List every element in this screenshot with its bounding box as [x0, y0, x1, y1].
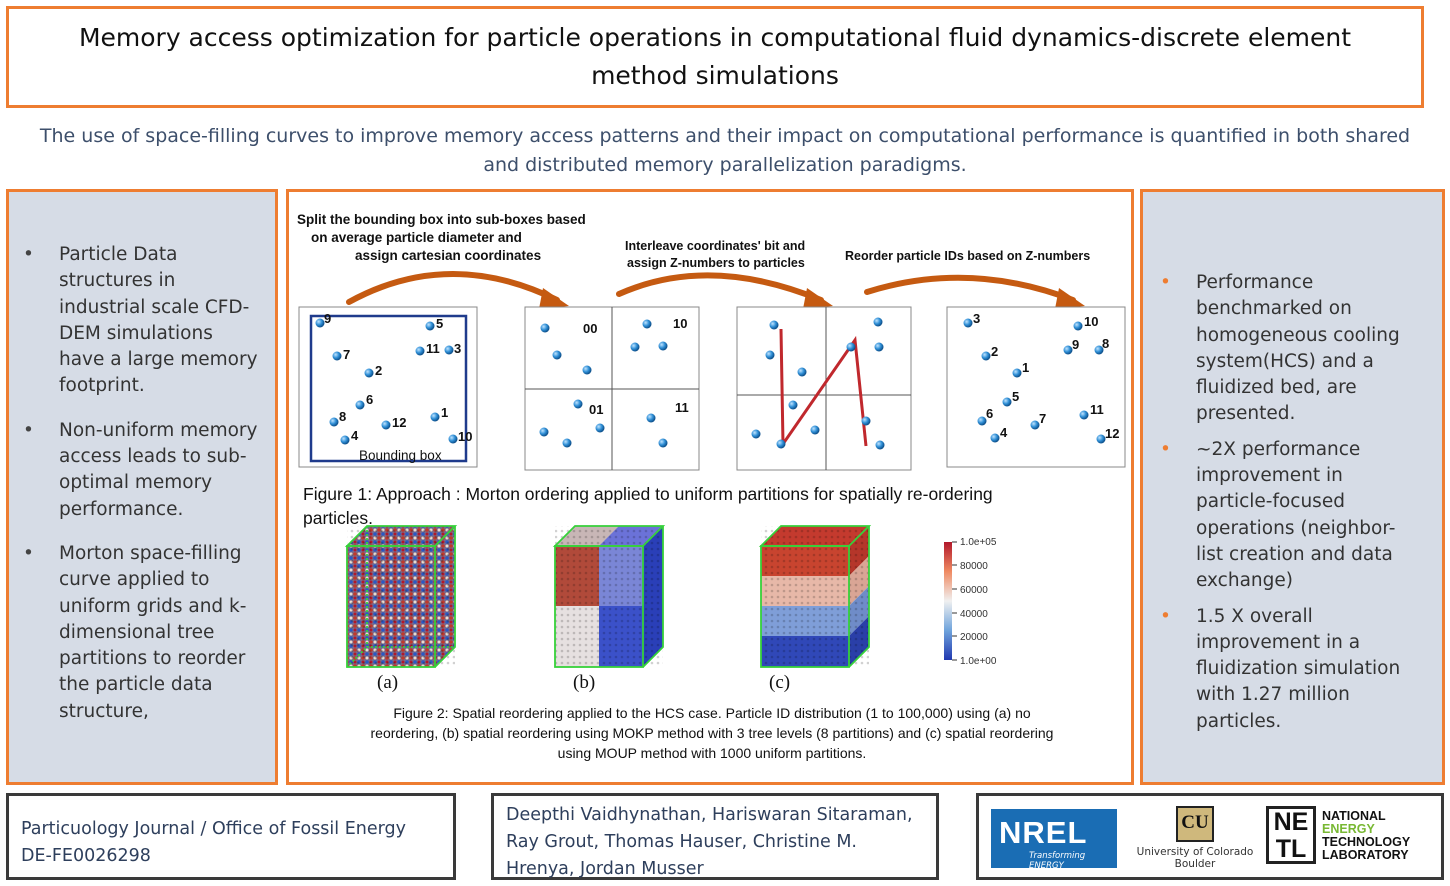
netl-line2: ENERGY	[1322, 822, 1375, 836]
left-bullet: Non-uniform memory access leads to sub-o…	[23, 418, 261, 523]
panel-z-curve	[736, 306, 912, 471]
particle-id: 8	[1102, 336, 1109, 351]
figure2-caption-line2: reordering, (b) spatial reordering using…	[371, 725, 1054, 741]
panel-reordered: 3 10 9 8 2 1 5 6 7 4 11 12	[946, 306, 1126, 468]
particle-id: 1	[1022, 360, 1029, 375]
colorbar-tick: 1.0e+00	[960, 656, 997, 667]
netl-name: NATIONAL ENERGY TECHNOLOGY LABORATORY	[1322, 810, 1410, 862]
figure-canvas: Split the bounding box into sub-boxes ba…	[297, 212, 1126, 761]
particle-id: 9	[1072, 337, 1079, 352]
figure2-caption-line1: Figure 2: Spatial reordering applied to …	[393, 705, 1031, 721]
quadrant-label: 10	[673, 316, 687, 331]
cube-a	[344, 525, 458, 668]
particle-id: 12	[1105, 426, 1119, 441]
panel-label-c: (c)	[769, 672, 790, 693]
cube-b	[552, 525, 666, 668]
right-panel: Performance benchmarked on homogeneous c…	[1140, 189, 1445, 785]
panel-label-a: (a)	[377, 672, 398, 693]
quadrant-label: 00	[583, 321, 597, 336]
particle-id: 4	[1000, 425, 1008, 440]
particle-id: 12	[392, 415, 406, 430]
cu-name-line1: University of Colorado	[1136, 846, 1254, 858]
left-bullet: Morton space-filling curve applied to un…	[23, 541, 261, 725]
figure-panel: Split the bounding box into sub-boxes ba…	[286, 189, 1134, 785]
step2-text-line2: assign Z-numbers to particles	[627, 256, 805, 270]
journal-box: Particuology Journal / Office of Fossil …	[6, 793, 456, 880]
particle-id: 7	[1039, 411, 1046, 426]
cu-boulder-logo: CU University of Colorado Boulder	[1135, 806, 1255, 870]
step1-text-line3: assign cartesian coordinates	[355, 248, 541, 263]
particle-id: 6	[986, 406, 993, 421]
particle-id: 10	[1084, 314, 1098, 329]
poster-subtitle: The use of space-filling curves to impro…	[39, 125, 1411, 176]
step3-text: Reorder particle IDs based on Z-numbers	[845, 249, 1090, 263]
arrow-icon	[346, 271, 560, 305]
colorbar-tick: 20000	[960, 632, 988, 643]
particle-id: 11	[1090, 402, 1104, 417]
netl-logo: NE TL NATIONAL ENERGY TECHNOLOGY LABORATO…	[1266, 806, 1434, 870]
nrel-tagline: Transforming ENERGY	[1029, 851, 1086, 871]
particle-id: 11	[426, 341, 440, 356]
author-list: Deepthi Vaidhynathan, Hariswaran Sitaram…	[506, 805, 913, 879]
nrel-logo-text: NREL	[999, 815, 1088, 850]
right-bullet: Performance benchmarked on homogeneous c…	[1160, 270, 1422, 428]
right-bullet: ~2X performance improvement in particle-…	[1160, 437, 1422, 595]
right-bullet: 1.5 X overall improvement in a fluidizat…	[1160, 604, 1422, 735]
particle-id: 1	[441, 405, 448, 420]
particle-id: 10	[458, 429, 472, 444]
figure1-caption-line2: particles.	[303, 508, 373, 528]
arrowhead-icon	[803, 288, 833, 309]
quadrant-label: 11	[675, 400, 689, 415]
particle-id: 5	[1012, 389, 1019, 404]
arrow-icon	[864, 274, 1076, 303]
particle-id: 8	[339, 409, 346, 424]
particle-id: 7	[343, 347, 350, 362]
colorbar-tick: 60000	[960, 585, 988, 596]
netl-line3: TECHNOLOGY	[1322, 835, 1411, 849]
cube-c	[758, 525, 872, 668]
netl-line4: LABORATORY	[1322, 848, 1409, 862]
colorbar-tick: 40000	[960, 609, 988, 620]
arrowhead-icon	[1055, 288, 1085, 309]
nrel-logo: NREL Transforming ENERGY	[991, 809, 1117, 871]
particle-id: 2	[375, 363, 382, 378]
particle-id: 4	[351, 428, 359, 443]
cu-mark-icon: CU	[1176, 806, 1214, 842]
arrowhead-icon	[539, 288, 569, 309]
step1-text-line2: on average particle diameter and	[311, 230, 522, 245]
figure2-caption-line3: using MOUP method with 1000 uniform part…	[558, 745, 867, 761]
figure1-caption-line1: Figure 1: Approach : Morton ordering app…	[303, 484, 993, 504]
netl-line1: NATIONAL	[1322, 809, 1386, 823]
panel-sub-boxes: 00 10 01 11	[524, 306, 700, 471]
particle-id: 3	[973, 311, 980, 326]
left-panel: Particle Data structures in industrial s…	[6, 189, 278, 785]
journal-name: Particuology Journal / Office of Fossil …	[21, 819, 406, 839]
particle-id: 9	[324, 311, 331, 326]
colorbar: 1.0e+05 80000 60000 40000 20000 1.0e+00	[944, 537, 997, 667]
step1-text-line1: Split the bounding box into sub-boxes ba…	[297, 212, 586, 227]
cu-name-line2: Boulder	[1174, 858, 1216, 870]
particle-id: 2	[991, 344, 998, 359]
panel-label-b: (b)	[573, 672, 595, 693]
poster-title: Memory access optimization for particle …	[78, 23, 1352, 90]
colorbar-tick: 80000	[960, 561, 988, 572]
netl-mark-icon: NE TL	[1266, 806, 1316, 864]
title-box: Memory access optimization for particle …	[6, 6, 1424, 108]
arrow-icon	[616, 272, 824, 303]
step2-text-line1: Interleave coordinates' bit and	[625, 239, 805, 253]
authors-box: Deepthi Vaidhynathan, Hariswaran Sitaram…	[491, 793, 939, 880]
logos-box: NREL Transforming ENERGY CU University o…	[976, 793, 1444, 880]
panel-bounding-box: Bounding box 9 5 11 3 7 2 6 8 12 1 4 10	[298, 306, 478, 468]
particle-id: 6	[366, 392, 373, 407]
particle-id: 3	[454, 341, 461, 356]
colorbar-tick: 1.0e+05	[960, 537, 997, 548]
grant-number: DE-FE0026298	[21, 846, 151, 866]
bounding-box-label: Bounding box	[359, 448, 442, 463]
left-bullet-list: Particle Data structures in industrial s…	[9, 192, 275, 725]
particle-id: 5	[436, 316, 443, 331]
left-bullet: Particle Data structures in industrial s…	[23, 242, 261, 400]
right-bullet-list: Performance benchmarked on homogeneous c…	[1143, 192, 1442, 735]
quadrant-label: 01	[589, 402, 603, 417]
